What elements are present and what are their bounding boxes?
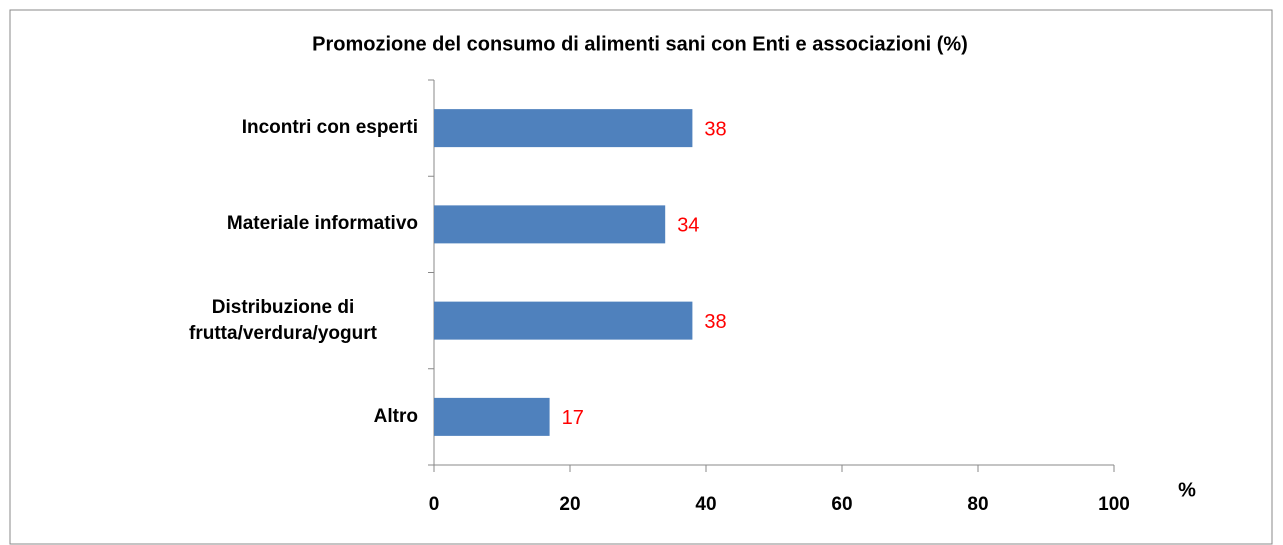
bar bbox=[434, 205, 666, 244]
bar bbox=[434, 301, 693, 340]
x-tick-label: 80 bbox=[967, 494, 988, 515]
x-axis-label: % bbox=[1178, 479, 1196, 501]
y-tick-label: Altro bbox=[373, 405, 418, 427]
x-tick-label: 0 bbox=[429, 494, 440, 515]
y-tick-label: Incontri con esperti bbox=[241, 117, 418, 139]
chart-border bbox=[9, 9, 1273, 545]
x-tick-label: 20 bbox=[559, 494, 580, 515]
x-tick-label: 40 bbox=[695, 494, 716, 515]
value-label: 38 bbox=[704, 311, 726, 333]
bar bbox=[434, 397, 550, 436]
value-label: 38 bbox=[704, 118, 726, 140]
y-tick-label-box: Materiale informativo bbox=[100, 179, 418, 269]
x-tick-label: 60 bbox=[831, 494, 852, 515]
y-tick-label: Materiale informativo bbox=[226, 213, 418, 235]
chart-title: Promozione del consumo di alimenti sani … bbox=[312, 33, 968, 55]
y-tick-label-box: Incontri con esperti bbox=[100, 83, 418, 173]
value-label: 17 bbox=[562, 407, 584, 429]
x-tick-label: 100 bbox=[1098, 494, 1130, 515]
value-label: 34 bbox=[677, 215, 699, 237]
bar bbox=[434, 109, 693, 148]
y-tick-label: Distribuzione di frutta/verdura/yogurt bbox=[189, 296, 377, 344]
y-tick-label-box: Distribuzione di frutta/verdura/yogurt bbox=[100, 276, 418, 366]
y-tick-label-box: Altro bbox=[100, 372, 418, 462]
